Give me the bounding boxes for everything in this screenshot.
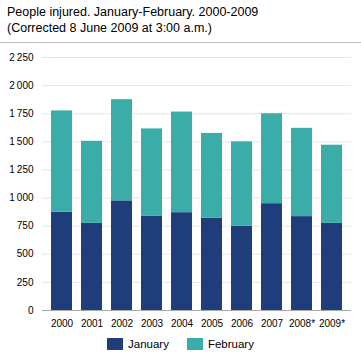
svg-text:2004: 2004 [171, 318, 194, 329]
svg-text:1 500: 1 500 [9, 136, 34, 147]
svg-text:2007: 2007 [261, 318, 284, 329]
svg-text:2000: 2000 [51, 318, 74, 329]
html-text:February: February [207, 338, 254, 350]
html-text:(Corrected 8 June 2009 at 3:00: (Corrected 8 June 2009 at 3:00 a.m.) [7, 21, 212, 35]
svg-text:2008*: 2008* [289, 318, 315, 329]
svg-text:1 000: 1 000 [9, 192, 34, 203]
svg-text:1 250: 1 250 [9, 164, 34, 175]
svg-text:250: 250 [17, 277, 34, 288]
svg-text:2009*: 2009* [319, 318, 345, 329]
svg-text:2005: 2005 [201, 318, 224, 329]
svg-text:1 750: 1 750 [9, 108, 34, 119]
svg-text:2006: 2006 [231, 318, 254, 329]
html-text:January: January [128, 338, 169, 350]
svg-text:750: 750 [17, 220, 34, 231]
svg-text:0: 0 [28, 305, 34, 316]
svg-text:2002: 2002 [111, 318, 134, 329]
svg-text:2001: 2001 [81, 318, 104, 329]
svg-text:2 250: 2 250 [9, 52, 34, 63]
html-text:People injured. January-Februa: People injured. January-February. 2000-2… [7, 5, 259, 19]
svg-text:500: 500 [17, 248, 34, 259]
svg-text:2003: 2003 [141, 318, 164, 329]
svg-text:2 000: 2 000 [9, 80, 34, 91]
